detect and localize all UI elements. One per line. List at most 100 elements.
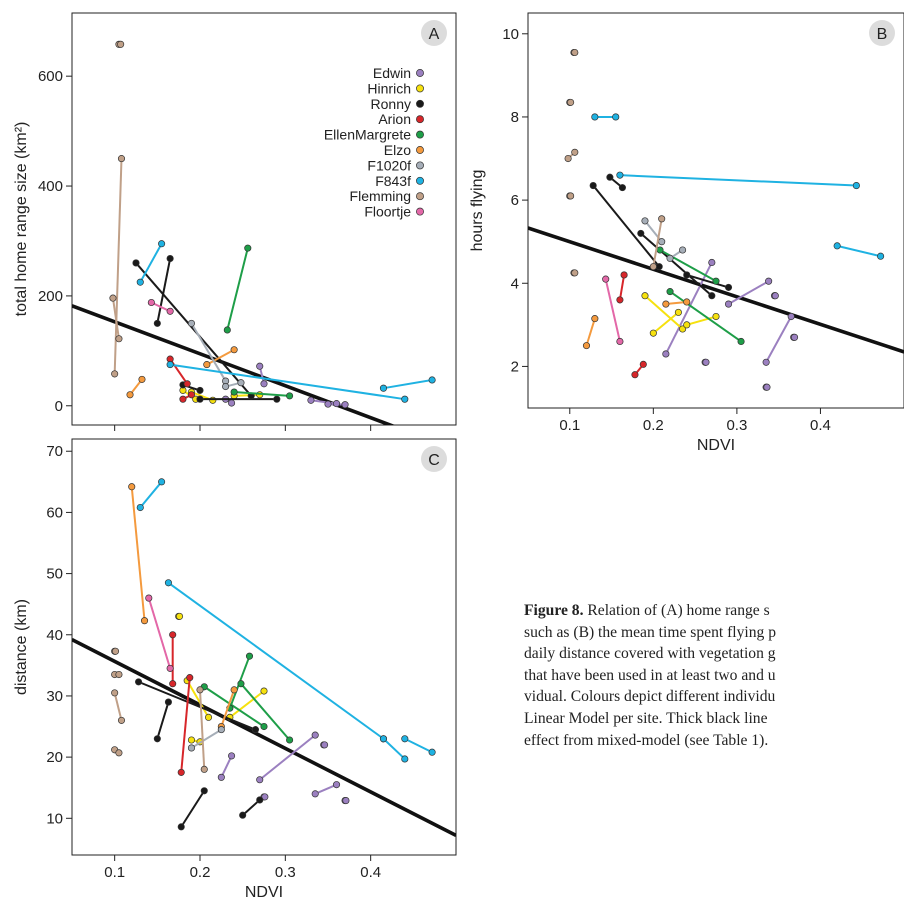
site-regression-line bbox=[644, 294, 684, 330]
series-floortje bbox=[602, 275, 624, 346]
data-point bbox=[428, 748, 436, 756]
data-point bbox=[179, 395, 187, 403]
series-ronny bbox=[589, 173, 733, 300]
series-f843f bbox=[591, 113, 885, 260]
data-point bbox=[618, 184, 626, 192]
legend-swatch-elzo bbox=[416, 146, 424, 154]
legend-swatch-edwin bbox=[416, 69, 424, 77]
panel-label-badge bbox=[421, 446, 447, 472]
data-point bbox=[228, 752, 236, 760]
site-regression-line bbox=[836, 244, 881, 258]
y-axis-label: distance (km) bbox=[13, 599, 30, 695]
data-point bbox=[260, 687, 268, 695]
data-point bbox=[126, 391, 134, 399]
data-point bbox=[708, 292, 716, 300]
data-point bbox=[245, 652, 254, 660]
data-point bbox=[666, 288, 674, 296]
data-point bbox=[183, 380, 191, 388]
legend-label-ronny: Ronny bbox=[371, 96, 411, 112]
panel-label-badge bbox=[421, 20, 447, 46]
y-tick-label: 10 bbox=[502, 26, 519, 43]
series-flemming bbox=[111, 647, 208, 773]
data-point bbox=[228, 399, 236, 407]
data-point bbox=[852, 182, 860, 190]
data-point bbox=[765, 277, 773, 285]
data-point bbox=[260, 380, 268, 388]
mixed-model-fit-line bbox=[72, 304, 396, 425]
panel-label-badge bbox=[869, 20, 895, 46]
legend-label-edwin: Edwin bbox=[373, 65, 411, 81]
legend-swatch-f843f bbox=[416, 176, 424, 185]
site-regression-line bbox=[404, 737, 433, 754]
data-point bbox=[138, 375, 146, 383]
legend-label-elzo: Elzo bbox=[384, 142, 411, 158]
site-regression-line bbox=[765, 316, 793, 363]
data-point bbox=[186, 674, 194, 682]
data-point bbox=[666, 254, 674, 262]
legend-swatch-f1020f bbox=[416, 161, 424, 170]
x-axis-label: NDVI bbox=[697, 437, 735, 454]
site-regression-line bbox=[664, 262, 713, 355]
data-point bbox=[311, 731, 319, 739]
series-arion bbox=[616, 271, 647, 379]
data-point bbox=[679, 325, 687, 333]
data-point bbox=[877, 252, 885, 260]
site-regression-line bbox=[180, 790, 206, 828]
site-regression-line bbox=[226, 247, 249, 331]
series-edwin bbox=[222, 362, 349, 409]
data-point bbox=[379, 735, 388, 743]
site-regression-line bbox=[259, 734, 316, 781]
data-point bbox=[771, 292, 779, 300]
data-point bbox=[658, 238, 666, 246]
site-regression-line bbox=[186, 680, 210, 718]
data-point bbox=[187, 391, 196, 399]
data-point bbox=[169, 631, 177, 639]
data-point bbox=[662, 350, 670, 358]
site-regression-line bbox=[199, 689, 206, 770]
site-regression-line bbox=[234, 393, 260, 397]
data-point bbox=[158, 240, 166, 248]
series-elzo bbox=[128, 483, 238, 731]
panel-label: B bbox=[877, 26, 888, 43]
site-regression-line bbox=[383, 378, 433, 390]
plot-frame bbox=[71, 12, 457, 426]
site-regression-line bbox=[619, 174, 857, 187]
x-tick-label: 0.3 bbox=[726, 417, 747, 434]
data-point bbox=[237, 680, 245, 688]
site-regression-line bbox=[206, 348, 235, 366]
data-point bbox=[737, 337, 745, 346]
site-regression-line bbox=[138, 680, 256, 731]
data-point bbox=[203, 361, 211, 369]
data-point bbox=[153, 735, 161, 743]
data-point bbox=[591, 315, 599, 323]
data-point bbox=[230, 388, 238, 396]
data-point bbox=[683, 298, 691, 306]
figure-caption: Figure 8. Relation of (A) home range s s… bbox=[524, 600, 904, 840]
data-point bbox=[616, 296, 624, 304]
site-regression-line bbox=[220, 689, 236, 727]
data-point bbox=[256, 362, 264, 370]
panel-label: A bbox=[429, 26, 440, 43]
site-regression-line bbox=[592, 184, 660, 268]
legend-swatch-ellenmargrete bbox=[416, 130, 424, 139]
series-edwin bbox=[217, 731, 350, 805]
caption-text-1: Relation of (A) home range s bbox=[587, 602, 770, 619]
data-point bbox=[147, 298, 155, 307]
site-regression-line bbox=[135, 262, 252, 397]
plot-frame bbox=[527, 12, 904, 409]
x-tick-label: 0.2 bbox=[190, 864, 211, 881]
data-point bbox=[117, 155, 126, 163]
site-regression-line bbox=[169, 363, 405, 401]
site-regression-line bbox=[147, 597, 172, 669]
caption-line-5: vidual. Colours depict different individ… bbox=[524, 688, 776, 706]
data-point bbox=[631, 371, 639, 379]
data-point bbox=[166, 664, 174, 672]
y-tick-label: 20 bbox=[46, 749, 63, 766]
data-point bbox=[260, 722, 268, 731]
data-point bbox=[790, 333, 799, 341]
y-tick-label: 200 bbox=[38, 288, 63, 305]
series-floortje bbox=[147, 298, 174, 315]
legend-label-ellenmargrete: EllenMargrete bbox=[324, 127, 411, 143]
data-point bbox=[166, 361, 174, 369]
legend-label-flemming: Flemming bbox=[350, 188, 411, 204]
